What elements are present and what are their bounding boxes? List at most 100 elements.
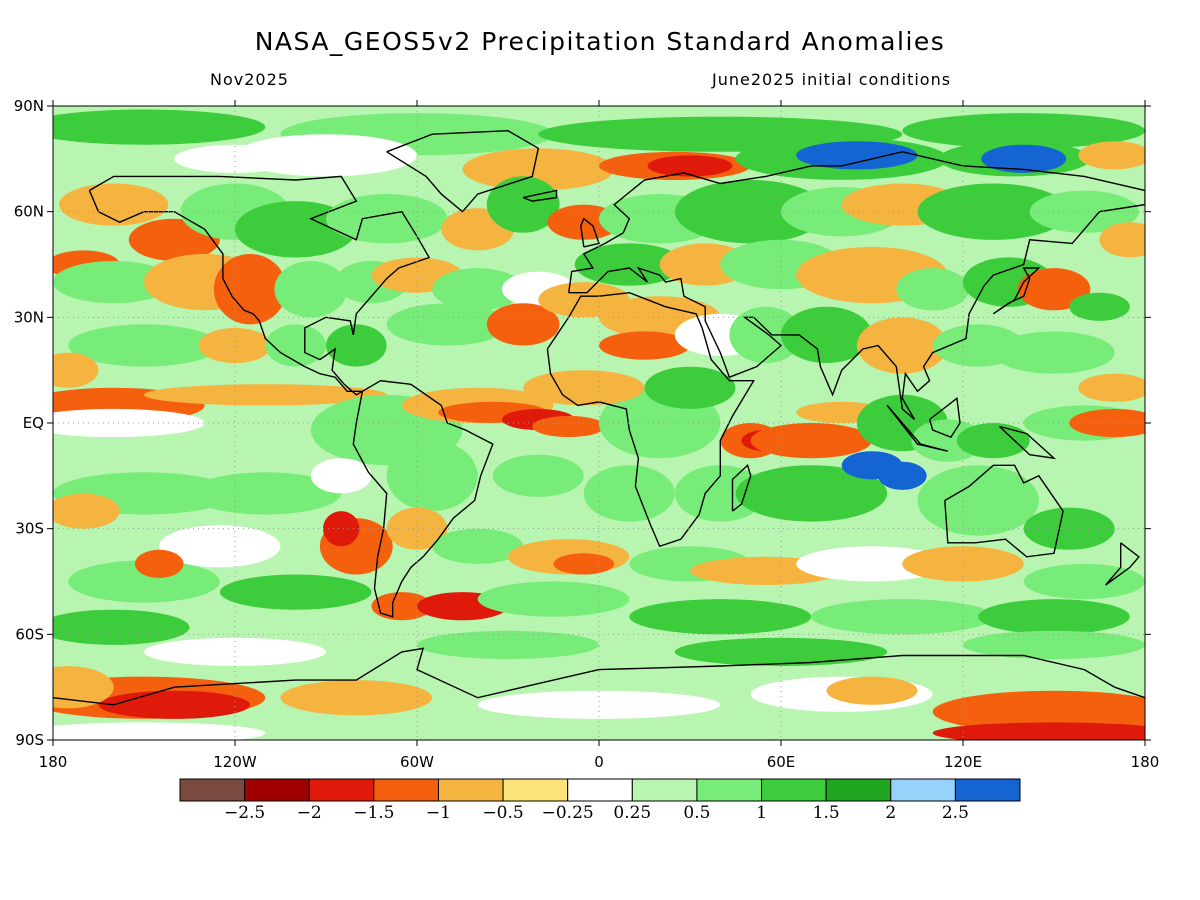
anomaly-region — [644, 366, 736, 409]
colorbar-swatch — [567, 778, 633, 802]
anomaly-region — [492, 454, 584, 497]
anomaly-region — [896, 268, 970, 311]
colorbar-swatch — [696, 778, 763, 802]
lat-label: 60S — [15, 625, 44, 643]
anomaly-region — [371, 592, 433, 621]
lat-label: 60N — [14, 203, 44, 221]
lon-label: 120E — [944, 753, 982, 771]
anomaly-region — [878, 461, 927, 490]
anomaly-region — [781, 306, 872, 364]
anomaly-region — [134, 549, 184, 579]
coastline — [386, 129, 540, 213]
anomaly-region — [53, 261, 175, 304]
anomaly-region — [932, 722, 1145, 740]
anomaly-region — [1078, 373, 1145, 402]
colorbar-swatch — [502, 778, 569, 802]
anomaly-region — [674, 465, 766, 522]
coastline — [546, 291, 755, 548]
anomaly-region — [811, 599, 994, 635]
coastline — [944, 464, 1064, 558]
lat-label: 90N — [14, 97, 44, 115]
anomaly-region — [323, 511, 360, 547]
colorbar-label: −0.5 — [482, 803, 523, 823]
anomaly-region — [902, 546, 1024, 582]
anomaly-region — [629, 599, 812, 635]
lat-label: 90S — [15, 731, 44, 749]
anomaly-region — [796, 546, 948, 582]
initial-conditions-label: June2025 initial conditions — [712, 70, 952, 89]
anomaly-region — [1023, 507, 1115, 550]
anomaly-region — [486, 176, 560, 233]
anomaly-region — [326, 194, 448, 244]
anomaly-region — [553, 553, 615, 575]
anomaly-region — [326, 324, 387, 367]
coastline — [1105, 542, 1140, 586]
coastline — [731, 464, 752, 512]
anomaly-region — [750, 423, 872, 459]
coastline — [522, 189, 558, 202]
anomaly-region — [310, 458, 372, 494]
anomaly-region — [53, 352, 99, 388]
axis-ticks: 90N 60N 30N EQ 30S 60S 90S 180 120W 60W 0 60E 120E 18… — [14, 97, 1160, 771]
anomaly-region — [219, 574, 372, 610]
lat-label: 30N — [14, 308, 44, 326]
anomaly-region — [477, 690, 721, 719]
anomaly-region — [143, 384, 387, 406]
anomaly-region — [98, 690, 251, 719]
anomaly-region — [477, 581, 630, 617]
colorbar-label: −1.5 — [353, 803, 394, 823]
anomaly-region — [386, 303, 508, 346]
lon-label: 180 — [39, 753, 68, 771]
anomaly-region — [235, 201, 357, 258]
colorbar-swatch — [631, 778, 698, 802]
anomaly-region — [198, 327, 272, 364]
anomaly-region — [532, 415, 606, 438]
anomaly-region — [993, 331, 1115, 374]
anomaly-region — [462, 148, 615, 191]
anomaly-region — [486, 303, 560, 346]
colorbar: −2.5 −2 −1.5 −1 −0.5 −0.25 0.25 0.5 1 1.5 2 2.5 — [179, 778, 1021, 823]
anomaly-region — [53, 109, 266, 145]
anomaly-region — [274, 261, 348, 318]
anomaly-region — [432, 268, 524, 311]
lon-label: 60E — [767, 753, 796, 771]
colorbar-swatch — [373, 778, 439, 802]
anomaly-region — [963, 630, 1145, 660]
anomaly-region — [674, 180, 827, 244]
coastline — [580, 217, 600, 248]
colorbar-swatch — [437, 778, 504, 802]
anomaly-region — [68, 324, 220, 367]
lon-label: 60W — [400, 753, 434, 771]
coastline — [88, 175, 431, 396]
colorbar-label: 1 — [756, 803, 767, 823]
anomaly-region — [735, 465, 888, 522]
anomaly-region — [1078, 141, 1145, 170]
colorbar-label: −1 — [426, 803, 451, 823]
anomaly-region — [956, 423, 1030, 459]
anomaly-region — [826, 676, 918, 705]
lat-label: EQ — [23, 414, 44, 432]
colorbar-swatch — [890, 778, 956, 802]
anomaly-region — [647, 155, 733, 177]
anomaly-region — [1017, 268, 1091, 311]
anomaly-region — [59, 183, 169, 226]
coastline — [568, 151, 1145, 421]
anomaly-region — [523, 370, 645, 406]
anomaly-region — [729, 306, 803, 364]
anomaly-region — [68, 560, 220, 603]
colorbar-label: 1.5 — [813, 803, 840, 823]
chart-title: NASA_GEOS5v2 Precipitation Standard Anom… — [254, 27, 946, 56]
anomaly-field-layer — [53, 109, 1145, 740]
anomaly-region — [574, 243, 684, 286]
lon-label: 120W — [213, 753, 257, 771]
coastline — [53, 647, 1145, 706]
anomaly-region — [1069, 292, 1130, 321]
colorbar-swatch — [244, 778, 310, 802]
coastline-layer — [53, 129, 1145, 706]
coastline — [992, 267, 1041, 315]
colorbar-label: 0.5 — [683, 803, 710, 823]
anomaly-region — [1069, 408, 1145, 438]
anomaly-region — [174, 144, 296, 173]
anomaly-region — [981, 144, 1067, 173]
colorbar-swatch — [825, 778, 892, 802]
